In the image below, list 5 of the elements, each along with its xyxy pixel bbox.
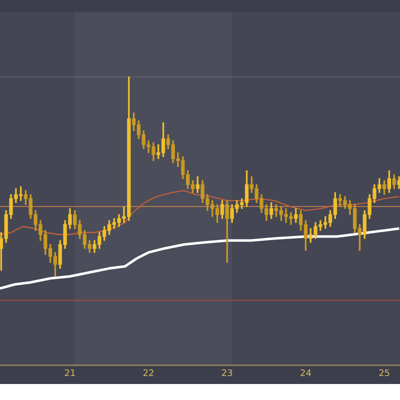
x-tick-label: 25 xyxy=(378,368,390,379)
x-tick-label: 23 xyxy=(221,368,233,379)
x-tick-label: 24 xyxy=(300,368,312,379)
x-tick-label: 22 xyxy=(142,368,154,379)
x-tick-label: 21 xyxy=(64,368,76,379)
